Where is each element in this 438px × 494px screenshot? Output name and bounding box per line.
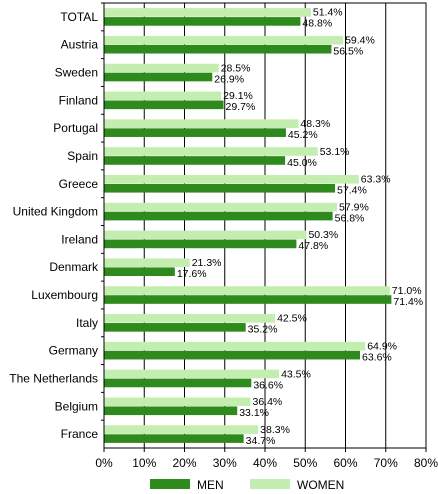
x-tick-label: 30% <box>213 456 237 470</box>
data-label-women: 63.3% <box>361 174 391 186</box>
bar-men <box>104 350 360 360</box>
category-label: Finland <box>59 93 98 107</box>
data-label-women: 59.4% <box>345 35 375 47</box>
category-label: Greece <box>59 177 99 191</box>
x-tick-label: 0% <box>95 456 113 470</box>
x-tick-label: 10% <box>132 456 156 470</box>
bar-men <box>104 128 286 137</box>
bar-women <box>104 119 299 128</box>
bar-men <box>104 156 286 165</box>
bar-women <box>104 369 280 379</box>
x-tick-label: 50% <box>293 456 317 470</box>
bar-women <box>104 35 344 45</box>
data-label-women: 53.1% <box>320 146 350 158</box>
legend-swatch <box>150 479 190 489</box>
category-label: Austria <box>61 38 99 52</box>
bar-women <box>104 341 366 351</box>
data-label-women: 51.4% <box>313 7 343 19</box>
bar-men <box>104 378 252 388</box>
bar-women <box>104 8 311 17</box>
data-label-men: 56.5% <box>333 46 363 58</box>
bar-men <box>104 17 301 26</box>
category-label: TOTAL <box>60 10 98 24</box>
category-label: Belgium <box>55 399 98 413</box>
data-label-men: 63.6% <box>362 351 392 363</box>
data-label-women: 42.5% <box>277 313 307 325</box>
legend-swatch <box>250 479 290 489</box>
data-label-men: 45.0% <box>287 157 317 169</box>
bar-men <box>104 239 297 249</box>
bar-women <box>104 202 338 212</box>
data-label-women: 64.9% <box>367 340 397 352</box>
category-label: France <box>61 427 99 441</box>
bar-women <box>104 174 359 184</box>
legend-label: MEN <box>197 478 224 492</box>
x-tick-label: 60% <box>333 456 357 470</box>
bar-men <box>104 406 238 416</box>
bar-women <box>104 286 390 295</box>
category-label: Luxembourg <box>31 288 98 302</box>
bar-women <box>104 258 190 268</box>
data-label-men: 35.2% <box>248 324 278 336</box>
category-label: Ireland <box>61 232 98 246</box>
category-label: Spain <box>67 149 98 163</box>
bar-men <box>104 44 332 54</box>
data-label-women: 36.4% <box>253 396 283 408</box>
category-label: Germany <box>49 344 98 358</box>
bar-women <box>104 63 219 73</box>
bar-men <box>104 434 244 443</box>
bar-men <box>104 211 333 221</box>
data-label-women: 38.3% <box>260 424 290 436</box>
data-label-women: 43.5% <box>281 368 311 380</box>
data-label-men: 36.6% <box>253 379 283 391</box>
bar-women <box>104 314 276 323</box>
data-label-women: 48.3% <box>300 118 330 130</box>
data-label-men: 45.2% <box>288 129 318 141</box>
bar-men <box>104 183 336 193</box>
bar-men <box>104 267 175 277</box>
data-label-women: 71.0% <box>392 285 422 297</box>
category-label: Portugal <box>53 121 98 135</box>
x-tick-label: 70% <box>374 456 398 470</box>
data-label-men: 34.7% <box>246 435 276 447</box>
x-tick-label: 80% <box>414 456 438 470</box>
bar-women <box>104 230 307 240</box>
bar-women <box>104 147 318 156</box>
bar-women <box>104 425 259 434</box>
bar-women <box>104 397 251 407</box>
category-label: Denmark <box>49 260 99 274</box>
category-label: The Netherlands <box>9 371 98 385</box>
data-label-men: 47.8% <box>298 240 328 252</box>
category-label: Sweden <box>55 66 98 80</box>
category-label: United Kingdom <box>13 205 98 219</box>
data-label-men: 71.4% <box>393 296 423 308</box>
data-label-men: 56.8% <box>335 212 365 224</box>
bar-men <box>104 100 224 110</box>
bar-men <box>104 295 392 304</box>
data-label-women: 21.3% <box>192 257 222 269</box>
x-tick-label: 20% <box>172 456 196 470</box>
data-label-men: 29.7% <box>226 101 256 113</box>
data-label-women: 57.9% <box>339 201 369 213</box>
legend-label: WOMEN <box>297 478 344 492</box>
data-label-men: 33.1% <box>239 407 269 419</box>
data-label-women: 29.1% <box>223 90 253 102</box>
category-label: Italy <box>76 316 98 330</box>
data-label-men: 17.6% <box>177 268 207 280</box>
data-label-men: 48.8% <box>302 18 332 30</box>
bar-men <box>104 323 246 332</box>
bar-women <box>104 91 222 101</box>
x-tick-label: 40% <box>253 456 277 470</box>
data-label-men: 26.9% <box>214 73 244 85</box>
bar-men <box>104 72 213 82</box>
data-label-men: 57.4% <box>337 185 367 197</box>
data-label-women: 50.3% <box>308 229 338 241</box>
data-label-women: 28.5% <box>221 62 251 74</box>
